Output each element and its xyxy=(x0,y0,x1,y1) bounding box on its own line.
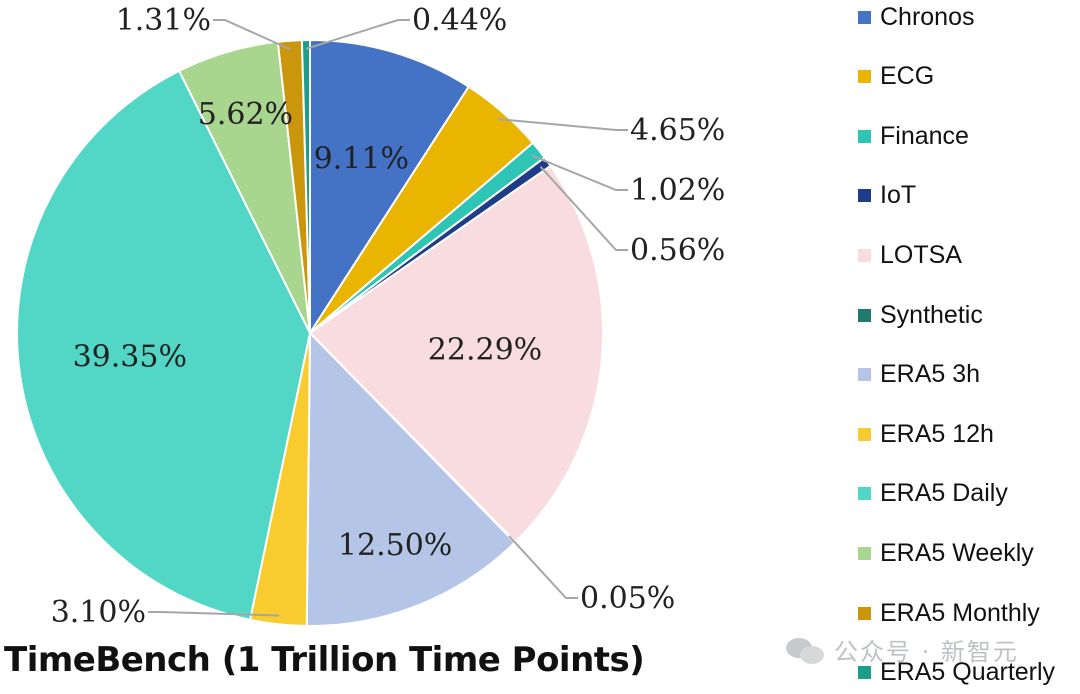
legend-label: IoT xyxy=(880,181,917,210)
legend-swatch xyxy=(858,487,871,501)
leader-line xyxy=(497,118,628,131)
legend-item-synthetic: Synthetic xyxy=(858,300,983,330)
legend-label: Finance xyxy=(880,121,969,150)
legend-swatch xyxy=(858,308,871,322)
leader-line xyxy=(508,535,578,599)
legend-swatch xyxy=(858,427,871,441)
leader-line xyxy=(539,166,628,251)
legend-label: Synthetic xyxy=(880,300,983,329)
percentage-labels: 9.11% 4.65% 1.02% 0.56% 22.29% 0.05% 12.50% 3.1… xyxy=(51,3,726,630)
data-label-era5-monthly: 1.31% xyxy=(116,3,211,38)
pie-slice-era5-quarterly xyxy=(300,38,311,334)
data-label-era5-weekly: 5.62% xyxy=(198,97,293,132)
legend-item-era5-weekly: ERA5 Weekly xyxy=(858,538,1034,568)
leader-lines xyxy=(148,19,628,617)
leader-line xyxy=(531,154,628,191)
legend-item-chronos: Chronos xyxy=(858,2,975,32)
pie-slices xyxy=(16,38,604,627)
legend-swatch xyxy=(858,70,871,84)
legend-item-finance: Finance xyxy=(858,121,969,151)
data-label-era5-12h: 3.10% xyxy=(51,595,146,630)
leader-line xyxy=(305,19,410,50)
pie-slice-era5-3h xyxy=(305,330,517,627)
data-label-era5-3h: 12.50% xyxy=(338,528,452,563)
legend-item-ecg: ECG xyxy=(858,62,934,92)
legend-swatch xyxy=(858,189,871,203)
pie-slice-era5-daily xyxy=(16,69,312,621)
data-label-lotsa: 22.29% xyxy=(428,332,542,367)
legend-item-era5-daily: ERA5 Daily xyxy=(858,479,1008,509)
pie-slice-chronos xyxy=(309,38,471,337)
legend-label: Chronos xyxy=(880,2,975,31)
legend-label: LOTSA xyxy=(880,240,962,269)
legend-swatch xyxy=(858,248,871,262)
legend-swatch xyxy=(858,666,871,680)
pie-slice-lotsa xyxy=(308,164,604,544)
leader-line xyxy=(213,19,291,51)
legend-label: ERA5 12h xyxy=(880,419,994,448)
chart-title: TimeBench (1 Trillion Time Points) xyxy=(4,640,645,680)
legend-item-era5-12h: ERA5 12h xyxy=(858,419,994,449)
legend-item-era5-monthly: ERA5 Monthly xyxy=(858,598,1040,628)
legend-label: ERA5 Daily xyxy=(880,479,1008,508)
data-label-chronos: 9.11% xyxy=(314,142,409,177)
legend-item-iot: IoT xyxy=(858,181,916,211)
legend-item-lotsa: LOTSA xyxy=(858,240,962,270)
legend-label: ERA5 Monthly xyxy=(880,598,1040,627)
legend-item-era5-quarterly: ERA5 Quarterly xyxy=(858,658,1055,688)
legend-swatch xyxy=(858,10,871,24)
data-label-iot: 0.56% xyxy=(630,233,725,268)
legend-label: ERA5 Quarterly xyxy=(880,658,1056,687)
chart-legend: Chronos ECG Finance IoT LOTSA Synthetic ERA5 3… xyxy=(858,0,1080,694)
data-label-synthetic: 0.05% xyxy=(580,581,675,616)
legend-swatch xyxy=(858,129,871,143)
legend-swatch xyxy=(858,368,871,382)
legend-label: ECG xyxy=(880,62,935,91)
legend-label: ERA5 3h xyxy=(880,360,981,389)
leader-line xyxy=(148,611,280,617)
data-label-era5-quarterly: 0.44% xyxy=(412,3,507,38)
legend-swatch xyxy=(858,606,871,620)
data-label-finance: 1.02% xyxy=(630,173,725,208)
legend-label: ERA5 Weekly xyxy=(880,538,1034,567)
legend-item-era5-3h: ERA5 3h xyxy=(858,360,980,390)
data-label-ecg: 4.65% xyxy=(630,113,725,148)
legend-swatch xyxy=(858,546,871,560)
data-label-era5-daily: 39.35% xyxy=(73,339,187,374)
